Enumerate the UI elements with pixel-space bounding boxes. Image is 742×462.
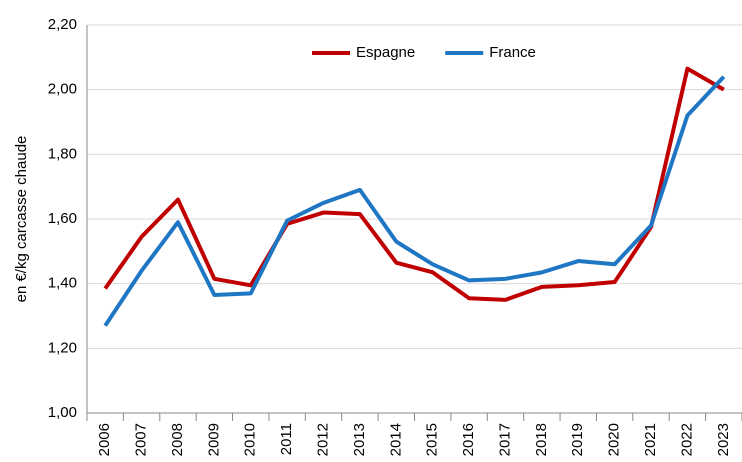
- x-tick-label: 2020: [606, 423, 623, 456]
- x-tick-label: 2021: [642, 423, 659, 456]
- y-tick-label: 1,00: [48, 404, 77, 421]
- y-tick-label: 1,60: [48, 210, 77, 227]
- y-tick-label: 1,40: [48, 275, 77, 292]
- x-tick-label: 2009: [205, 423, 222, 456]
- x-tick-label: 2018: [533, 423, 550, 456]
- y-tick-label: 1,80: [48, 145, 77, 162]
- series-line: [103, 75, 726, 327]
- legend-label: France: [489, 44, 536, 61]
- x-tick-label: 2019: [569, 423, 586, 456]
- x-tick-label: 2011: [278, 423, 295, 455]
- x-tick-label: 2006: [96, 423, 113, 456]
- y-tick-label: 2,20: [48, 16, 77, 33]
- x-tick-label: 2014: [387, 423, 404, 456]
- x-tick-label: 2017: [496, 423, 513, 456]
- x-tick-label: 2015: [424, 423, 441, 456]
- legend-label: Espagne: [356, 44, 415, 61]
- x-tick-label: 2007: [133, 423, 150, 456]
- x-tick-label: 2022: [678, 423, 695, 456]
- y-axis-label: en €/kg carcasse chaude: [13, 136, 30, 303]
- y-tick-label: 2,00: [48, 81, 77, 98]
- y-tick-label: 1,20: [48, 339, 77, 356]
- series-line: [103, 66, 725, 302]
- x-tick-label: 2012: [314, 423, 331, 456]
- x-tick-label: 2010: [242, 423, 259, 456]
- x-tick-label: 2008: [169, 423, 186, 456]
- x-tick-label: 2013: [351, 423, 368, 456]
- x-tick-label: 2016: [460, 423, 477, 456]
- x-tick-label: 2023: [715, 423, 732, 456]
